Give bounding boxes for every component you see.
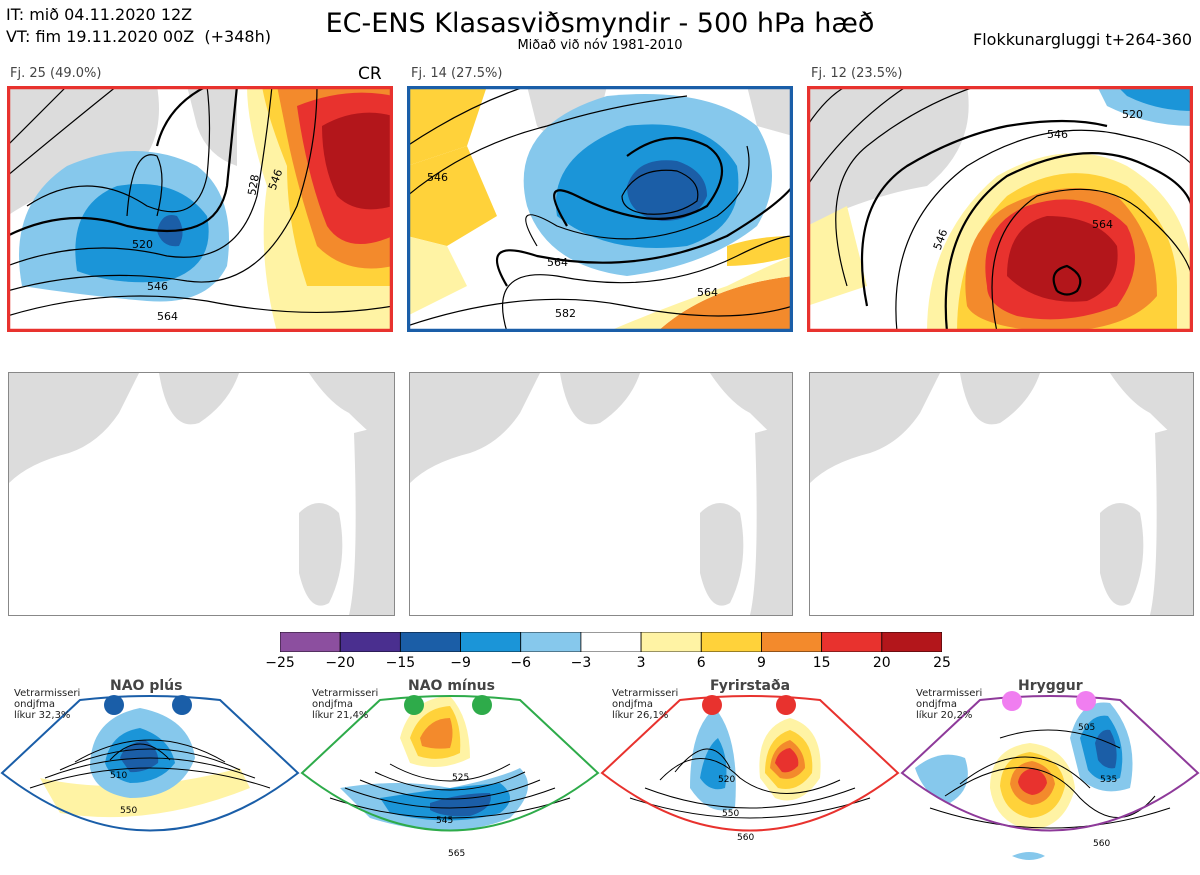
svg-text:565: 565 — [448, 849, 465, 859]
regime-1-months: ondjfma — [14, 699, 55, 710]
svg-text:564: 564 — [1092, 218, 1113, 231]
svg-text:582: 582 — [555, 307, 576, 320]
initial-time: IT: mið 04.11.2020 12Z — [6, 5, 193, 24]
regime-1-name: NAO plús — [110, 678, 183, 694]
colorbar-tick-label: −9 — [450, 655, 471, 671]
colorbar-tick-label: 25 — [933, 655, 951, 671]
cluster-2-map: 546 564 582 564 — [407, 86, 793, 332]
regime-1-season: Vetrarmisseri — [14, 688, 81, 699]
colorbar-tick-label: 9 — [756, 655, 766, 671]
svg-text:525: 525 — [452, 773, 469, 783]
regime-1-info: Vetrarmisseri ondjfma líkur 32,3% — [14, 688, 80, 721]
page-subtitle: Miðað við nóv 1981-2010 — [517, 38, 683, 53]
cluster-1-label: Fj. 25 (49.0%) — [10, 66, 102, 81]
regime-4-info: Vetrarmisseri ondjfma líkur 20,2% — [916, 688, 982, 721]
regime-3-season: Vetrarmisseri — [612, 688, 679, 699]
cluster-1-tag: CR — [358, 64, 382, 84]
regime-4-dot — [1002, 691, 1022, 711]
colorbar-tick-label: −20 — [325, 655, 355, 671]
regime-2-dot — [472, 695, 492, 715]
regime-2-probability: líkur 21,4% — [312, 710, 369, 721]
regime-4-dot — [1076, 691, 1096, 711]
svg-text:550: 550 — [722, 809, 739, 819]
cluster-2-label: Fj. 14 (27.5%) — [411, 66, 503, 81]
regime-3-dot — [776, 695, 796, 715]
regime-2-season: Vetrarmisseri — [312, 688, 379, 699]
colorbar-swatch — [520, 631, 582, 653]
empty-map-3 — [809, 372, 1194, 616]
cluster-3-label: Fj. 12 (23.5%) — [811, 66, 903, 81]
colorbar-tick-label: −15 — [385, 655, 416, 671]
colorbar-swatch — [761, 631, 823, 653]
regime-4-months: ondjfma — [916, 699, 957, 710]
regime-ridge-map: 505 535 560 — [900, 695, 1200, 860]
regime-2-name: NAO mínus — [408, 678, 495, 694]
colorbar-swatch — [700, 631, 762, 653]
cluster-3-map: 546 520 546 564 — [807, 86, 1193, 332]
colorbar-tick-label: −3 — [570, 655, 592, 671]
empty-map-2 — [409, 372, 793, 616]
regime-2-months: ondjfma — [312, 699, 353, 710]
regime-row: 510 550 525 545 565 — [0, 678, 1200, 871]
regime-4-probability: líkur 20,2% — [916, 710, 973, 721]
regime-maps: 510 550 525 545 565 — [0, 695, 1200, 860]
svg-text:505: 505 — [1078, 723, 1095, 733]
regime-2-dot — [404, 695, 424, 715]
regime-2-info: Vetrarmisseri ondjfma líkur 21,4% — [312, 688, 378, 721]
regime-3-dot — [702, 695, 722, 715]
svg-text:550: 550 — [120, 806, 137, 816]
colorbar-swatch — [279, 631, 341, 653]
colorbar-swatch — [460, 631, 522, 653]
svg-text:520: 520 — [1122, 108, 1143, 121]
colorbar-tick-label: −6 — [510, 655, 532, 671]
colorbar-swatch — [339, 631, 401, 653]
colorbar-tick-label: 3 — [636, 655, 646, 671]
colorbar-swatch — [640, 631, 702, 653]
header-info: IT: mið 04.11.2020 12Z VT: fim 19.11.202… — [6, 4, 271, 48]
colorbar-swatch — [580, 631, 642, 653]
page-title: EC-ENS Klasasviðsmyndir - 500 hPa hæð — [325, 8, 875, 39]
valid-time: VT: fim 19.11.2020 00Z (+348h) — [6, 27, 271, 46]
svg-text:546: 546 — [147, 280, 168, 293]
colorbar-swatch — [821, 631, 883, 653]
svg-text:546: 546 — [427, 171, 448, 184]
colorbar-tick-label: 20 — [872, 655, 891, 671]
svg-text:520: 520 — [718, 775, 735, 785]
svg-text:560: 560 — [1093, 839, 1110, 849]
regime-1-dot — [104, 695, 124, 715]
regime-1-probability: líkur 32,3% — [14, 710, 71, 721]
cluster-1-map: 520 546 564 528 546 — [7, 86, 393, 332]
colorbar-swatches — [279, 631, 943, 653]
colorbar — [279, 631, 943, 653]
empty-map-1 — [8, 372, 395, 616]
svg-text:520: 520 — [132, 238, 153, 251]
regime-3-info: Vetrarmisseri ondjfma líkur 26,1% — [612, 688, 678, 721]
regime-3-months: ondjfma — [612, 699, 653, 710]
svg-text:528: 528 — [245, 173, 261, 196]
regime-4-season: Vetrarmisseri — [916, 688, 983, 699]
colorbar-tick-label: 6 — [696, 655, 706, 671]
svg-text:510: 510 — [110, 771, 127, 781]
svg-text:564: 564 — [697, 286, 718, 299]
colorbar-tick-label: −25 — [265, 655, 295, 671]
regime-blocking-map: 520 550 560 — [600, 695, 900, 843]
colorbar-ticks: −25 −20 −15 −9 −6 −3 3 6 9 15 20 25 — [265, 655, 951, 673]
regime-4-name: Hryggur — [1018, 678, 1083, 694]
svg-text:564: 564 — [547, 256, 568, 269]
regime-1-dot — [172, 695, 192, 715]
svg-text:546: 546 — [1047, 128, 1068, 141]
regime-3-name: Fyrirstaða — [710, 678, 791, 694]
classification-window: Flokkunargluggi t+264-360 — [973, 30, 1192, 49]
colorbar-tick-label: 15 — [812, 655, 831, 671]
regime-nao-plus-map: 510 550 — [0, 695, 300, 832]
svg-text:535: 535 — [1100, 775, 1117, 785]
svg-text:545: 545 — [436, 816, 453, 826]
svg-text:564: 564 — [157, 310, 178, 323]
colorbar-swatch — [881, 631, 943, 653]
regime-3-probability: líkur 26,1% — [612, 710, 669, 721]
colorbar-swatch — [399, 631, 461, 653]
svg-text:560: 560 — [737, 833, 754, 843]
